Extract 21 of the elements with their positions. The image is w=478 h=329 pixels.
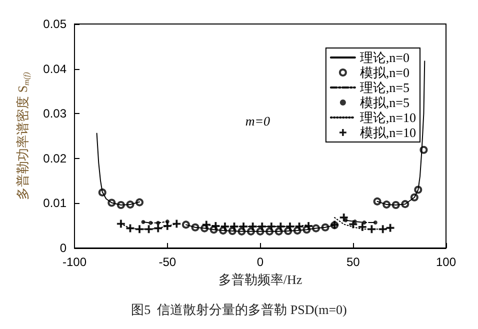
x-tick-label: -100: [62, 255, 87, 269]
y-tick-label: 0: [60, 241, 67, 255]
y-axis-title: 多普勒功率谱密度 Sm(f): [15, 72, 31, 200]
legend-label: 模拟,n=10: [360, 125, 416, 140]
legend-label: 理论,n=5: [360, 80, 410, 95]
x-tick-label: 0: [256, 255, 264, 269]
x-tick-label: 100: [436, 255, 456, 269]
y-tick-label: 0.02: [43, 151, 67, 166]
legend-label: 理论,n=10: [360, 110, 416, 125]
text: 图5 信道散射分量的多普勒 PSD(m=0): [131, 302, 347, 317]
y-tick-label: 0.03: [43, 106, 67, 121]
legend-label: 理论,n=0: [360, 50, 410, 65]
x-tick-label: 50: [346, 255, 360, 269]
annotation: m=0: [245, 114, 270, 128]
y-tick-label: 0.01: [43, 196, 67, 210]
x-tick-label: -50: [158, 255, 176, 269]
x-axis-title: 多普勒频率/Hz: [218, 272, 302, 287]
y-tick-label: 0.05: [43, 17, 67, 31]
legend-label: 模拟,n=0: [360, 65, 410, 80]
y-tick-label: 0.04: [43, 62, 67, 76]
legend-label: 模拟,n=5: [360, 95, 410, 110]
